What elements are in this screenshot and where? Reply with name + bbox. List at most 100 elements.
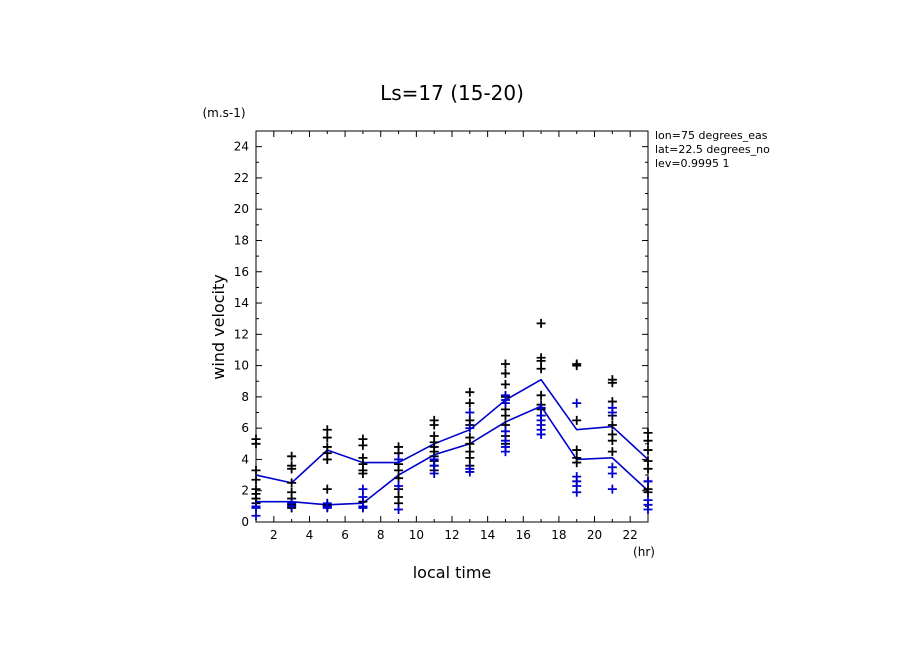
data-point-black [394, 473, 404, 483]
series-line-1 [256, 405, 649, 506]
x-tick-label: 10 [409, 528, 424, 542]
y-tick-label: 22 [234, 171, 249, 185]
y-tick-label: 4 [241, 452, 249, 466]
data-point-blue [500, 426, 510, 436]
chart-title: Ls=17 (15-20) [380, 81, 524, 105]
data-point-blue [358, 492, 368, 502]
data-point-blue [607, 408, 617, 418]
x-tick-label: 20 [587, 528, 602, 542]
data-point-black [643, 487, 653, 497]
data-point-blue [536, 403, 546, 413]
data-point-black [358, 440, 368, 450]
y-tick-label: 10 [234, 359, 249, 373]
data-point-black [572, 458, 582, 468]
x-unit-label: (hr) [633, 545, 655, 559]
data-point-blue [287, 501, 297, 511]
y-tick-label: 24 [234, 140, 249, 154]
data-point-black [322, 433, 332, 443]
data-point-blue [572, 398, 582, 408]
data-point-blue [394, 454, 404, 464]
data-point-blue [251, 503, 261, 513]
data-point-blue [643, 504, 653, 514]
data-point-blue [500, 447, 510, 457]
data-point-blue [429, 469, 439, 479]
data-point-blue [572, 487, 582, 497]
data-point-black [465, 398, 475, 408]
y-tick-label: 0 [241, 515, 249, 529]
data-point-black [322, 484, 332, 494]
data-point-blue [394, 504, 404, 514]
data-point-blue [251, 511, 261, 521]
data-point-blue [536, 429, 546, 439]
data-point-black [251, 439, 261, 449]
data-point-black [572, 415, 582, 425]
data-point-black [287, 478, 297, 488]
data-point-black [643, 436, 653, 446]
data-point-black [358, 469, 368, 479]
data-point-black [643, 428, 653, 438]
data-point-black [607, 378, 617, 388]
data-point-blue [465, 423, 475, 433]
data-point-black [643, 445, 653, 455]
data-point-black [607, 447, 617, 457]
data-point-blue [358, 503, 368, 513]
x-axis-label: local time [413, 563, 492, 582]
data-point-black [322, 454, 332, 464]
data-point-black [465, 387, 475, 397]
annotation-lev: lev=0.9995 1 [655, 157, 730, 170]
y-tick-label: 14 [234, 296, 249, 310]
data-point-black [322, 425, 332, 435]
data-point-blue [607, 469, 617, 479]
x-tick-label: 14 [480, 528, 495, 542]
annotation-lat: lat=22.5 degrees_no [655, 143, 770, 156]
data-point-black [465, 453, 475, 463]
x-tick-label: 18 [551, 528, 566, 542]
y-tick-label: 16 [234, 265, 249, 279]
data-point-blue [429, 461, 439, 471]
y-tick-label: 20 [234, 202, 249, 216]
y-tick-label: 8 [241, 390, 249, 404]
data-point-blue [465, 467, 475, 477]
data-point-black [607, 420, 617, 430]
y-unit-label: (m.s-1) [202, 106, 245, 120]
data-point-blue [358, 484, 368, 494]
data-point-black [572, 445, 582, 455]
data-point-black [500, 379, 510, 389]
data-point-blue [607, 484, 617, 494]
data-point-black [607, 436, 617, 446]
y-tick-label: 6 [241, 421, 249, 435]
y-tick-label: 18 [234, 233, 249, 247]
data-point-blue [322, 503, 332, 513]
y-tick-label: 12 [234, 327, 249, 341]
x-tick-label: 22 [623, 528, 638, 542]
x-tick-label: 16 [516, 528, 531, 542]
data-point-black [572, 361, 582, 371]
data-point-black [500, 368, 510, 378]
x-tick-label: 8 [377, 528, 385, 542]
x-tick-label: 4 [306, 528, 314, 542]
data-point-black [429, 420, 439, 430]
y-tick-label: 2 [241, 484, 249, 498]
x-tick-label: 2 [270, 528, 278, 542]
data-point-black [500, 411, 510, 421]
data-point-black [643, 456, 653, 466]
data-point-black [287, 464, 297, 474]
data-point-black [394, 465, 404, 475]
x-tick-label: 6 [341, 528, 349, 542]
plot-frame [255, 130, 649, 523]
data-point-black [643, 464, 653, 474]
data-point-black [536, 356, 546, 366]
data-point-blue [500, 398, 510, 408]
data-point-blue [394, 481, 404, 491]
data-point-black [536, 364, 546, 374]
data-point-black [536, 390, 546, 400]
x-tick-label: 12 [444, 528, 459, 542]
data-point-black [536, 318, 546, 328]
y-axis-label: wind velocity [209, 274, 228, 379]
data-point-blue [465, 408, 475, 418]
data-point-black [287, 451, 297, 461]
data-point-black [500, 359, 510, 369]
data-point-blue [643, 476, 653, 486]
